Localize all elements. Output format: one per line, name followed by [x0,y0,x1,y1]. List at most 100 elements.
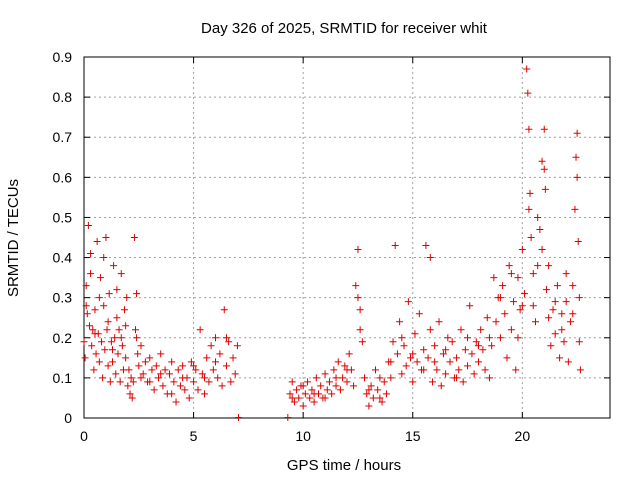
data-point [481,366,489,374]
data-point [523,65,531,73]
data-point [100,254,108,262]
data-point [466,302,474,310]
data-point [569,310,577,318]
data-point [343,366,351,374]
data-point [222,362,230,370]
data-point [490,274,498,282]
y-axis-label: SRMTID / TECUs [5,179,22,297]
data-point [118,342,126,350]
data-point [382,390,390,398]
data-point [104,362,112,370]
data-point [503,354,511,362]
data-point [461,346,469,354]
data-point [354,246,362,254]
x-tick-label: 0 [80,428,88,444]
data-point [130,234,138,241]
data-point [540,165,548,173]
data-point [567,318,575,326]
data-point [507,326,515,334]
data-point [496,334,504,342]
data-point [464,362,472,370]
y-tick-label: 0.9 [53,49,73,65]
data-point [409,378,417,386]
data-point [516,306,524,314]
data-point [141,358,149,366]
data-point [288,394,296,402]
y-tick-label: 0.2 [53,330,73,346]
data-point [126,390,134,398]
data-point [475,358,482,366]
data-point [82,302,90,310]
data-point [442,370,450,378]
data-point [113,286,121,294]
data-point [205,378,213,386]
data-point [185,394,193,402]
data-point [464,334,472,342]
data-point [81,354,89,362]
data-point [332,382,340,390]
data-point [111,334,119,342]
data-point [573,173,581,181]
data-point [477,326,485,334]
data-point [231,370,239,378]
data-point [103,326,111,334]
data-point [295,394,303,402]
data-point [108,346,116,354]
data-point [299,402,307,410]
chart-title: Day 326 of 2025, SRMTID for receiver whi… [201,20,488,37]
data-point [479,346,487,354]
data-point [218,382,226,390]
data-point [194,386,202,394]
data-point [225,338,233,346]
data-point [181,386,189,394]
data-point [442,346,450,354]
data-point [168,358,176,366]
data-point [556,354,564,362]
data-point [288,378,296,386]
data-point [560,338,568,346]
data-point [527,234,535,241]
data-point [389,338,397,346]
data-point [404,298,412,306]
data-point [80,338,88,346]
data-point [371,366,379,374]
data-point [558,310,566,318]
data-point [420,366,428,374]
data-point [229,354,237,362]
data-point [88,342,96,350]
data-point [90,366,98,374]
data-point [102,234,110,241]
data-point [525,205,533,213]
data-point [330,366,338,374]
data-point [146,378,154,386]
data-point [290,398,298,406]
data-point [82,282,90,290]
data-point [439,350,447,358]
data-point [196,326,204,334]
x-tick-label: 20 [515,428,531,444]
data-point [426,326,434,334]
data-point [115,326,123,334]
data-point [562,270,570,278]
data-point [551,330,559,338]
x-axis-label: GPS time / hours [287,457,401,474]
data-point [91,306,99,314]
data-point [524,89,532,97]
data-point [453,374,461,382]
data-point [411,330,419,338]
data-point [133,334,141,342]
data-point [575,338,583,346]
data-point [127,374,135,382]
data-point [573,129,581,137]
data-point [155,374,163,382]
data-point [496,294,504,302]
data-point [387,374,395,382]
data-point [98,338,106,346]
data-point [437,382,445,390]
data-point [128,394,136,402]
data-point [514,334,522,342]
data-point [152,362,160,370]
data-point [525,125,533,133]
data-point [545,314,553,322]
